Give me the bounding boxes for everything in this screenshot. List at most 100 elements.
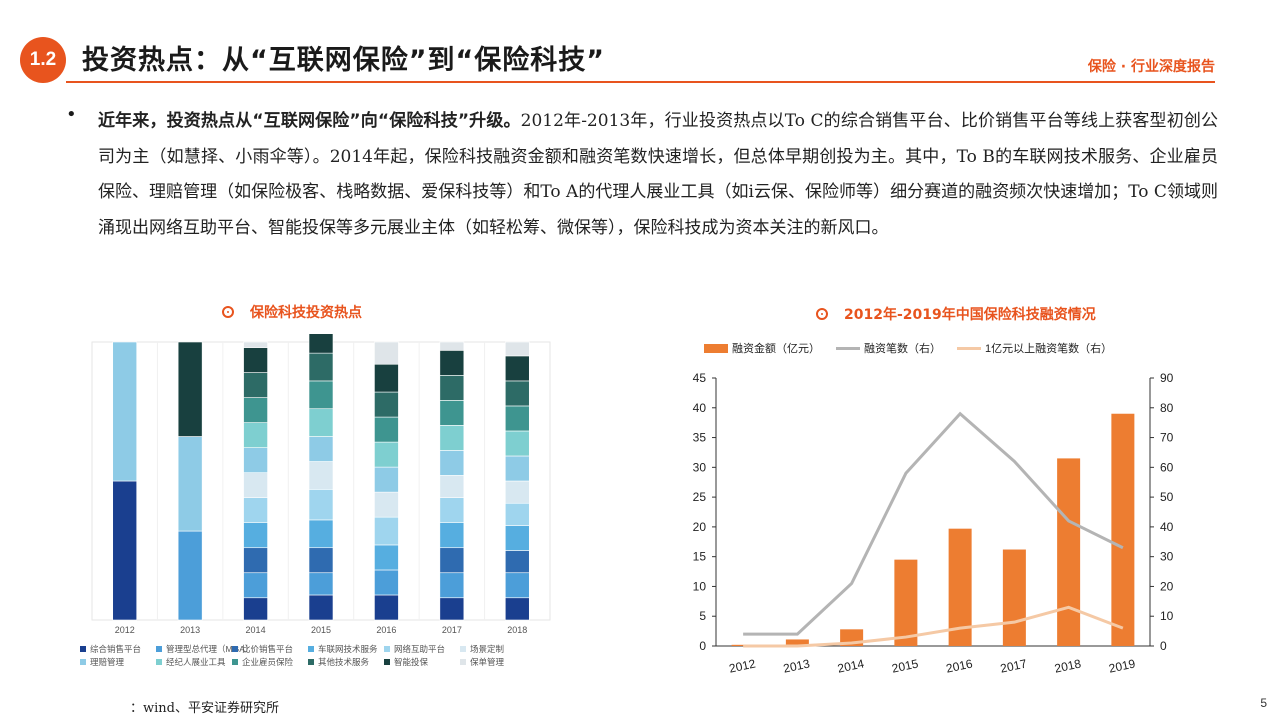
x-tick-label: 2016 — [945, 656, 974, 675]
left-y-tick-label: 45 — [693, 371, 707, 385]
legend-swatch — [384, 646, 390, 652]
series-line — [743, 411, 1124, 636]
bar-segment — [374, 363, 399, 393]
series-line — [743, 605, 1124, 648]
bar-segment — [439, 572, 465, 599]
left-chart-title-text: 保险科技投资热点 — [250, 305, 362, 321]
bar-segment — [439, 375, 465, 401]
right-y-tick-label: 80 — [1160, 401, 1174, 415]
bar-segment — [308, 461, 334, 490]
legend-swatch — [308, 659, 314, 665]
bar-segment — [374, 341, 399, 365]
bar-segment — [308, 334, 334, 354]
bar-segment — [439, 597, 465, 621]
right-y-tick-label: 90 — [1160, 371, 1174, 385]
x-tick-label: 2015 — [891, 656, 920, 675]
right-y-tick-label: 40 — [1160, 520, 1174, 534]
x-tick-label: 2013 — [782, 656, 811, 675]
left-y-tick-label: 10 — [693, 579, 707, 593]
x-tick-label: 2019 — [1108, 656, 1137, 675]
bar-segment — [504, 597, 530, 621]
right-chart-title: 2012年-2019年中国保险科技融资情况 — [816, 304, 1096, 324]
left-chart-title: 保险科技投资热点 — [222, 302, 362, 322]
bar-segment — [439, 425, 465, 451]
left-y-tick-label: 30 — [693, 460, 707, 474]
bar-segment — [243, 472, 268, 498]
right-y-tick-label: 70 — [1160, 431, 1174, 445]
bar-segment — [439, 341, 465, 351]
bar-segment — [439, 497, 465, 523]
x-tick-label: 2012 — [728, 656, 757, 675]
x-tick-label: 2017 — [442, 625, 462, 635]
summary-bold: 近年来，投资热点从“互联网保险”向“保险科技”升级。 — [98, 111, 521, 131]
summary-paragraph: 近年来，投资热点从“互联网保险”向“保险科技”升级。2012年-2013年，行业… — [98, 104, 1218, 246]
bar-segment — [504, 341, 530, 357]
legend-label: 智能投保 — [394, 657, 429, 667]
legend-swatch — [704, 344, 728, 353]
right-y-tick-label: 20 — [1160, 579, 1174, 593]
bar-segment — [374, 544, 399, 571]
left-y-tick-label: 15 — [693, 550, 707, 564]
legend-label: 比价销售平台 — [242, 644, 293, 654]
bar-segment — [439, 475, 465, 498]
legend-swatch — [232, 646, 238, 652]
bar — [1111, 413, 1135, 646]
right-chart-title-text: 2012年-2019年中国保险科技融资情况 — [844, 307, 1096, 323]
bar-segment — [308, 380, 334, 410]
x-tick-label: 2014 — [836, 656, 865, 675]
x-tick-label: 2018 — [507, 625, 527, 635]
bar-segment — [504, 480, 530, 504]
x-tick-label: 2014 — [246, 625, 266, 635]
right-y-tick-label: 10 — [1160, 609, 1174, 623]
legend-swatch — [460, 646, 466, 652]
legend-swatch — [460, 659, 466, 665]
report-label: 保险 · 行业深度报告 — [1087, 59, 1215, 75]
section-badge: 1.2 — [20, 37, 66, 83]
bar — [894, 559, 918, 646]
legend-label: 融资笔数（右） — [864, 341, 941, 355]
x-tick-label: 2018 — [1053, 656, 1082, 675]
bar-segment — [504, 380, 530, 407]
bar-segment — [504, 405, 530, 432]
bar-segment — [243, 597, 268, 621]
bar — [1002, 549, 1026, 646]
bar-segment — [308, 594, 334, 621]
bar-segment — [243, 447, 268, 473]
x-tick-label: 2016 — [376, 625, 396, 635]
bar-segment — [504, 572, 530, 599]
legend-label: 车联网技术服务 — [318, 644, 378, 654]
bar-segment — [243, 572, 268, 599]
legend-swatch — [232, 659, 238, 665]
legend-swatch — [80, 646, 86, 652]
bar-segment — [243, 397, 268, 423]
bar-segment — [243, 497, 268, 523]
bar-segment — [177, 530, 203, 621]
page-title: 投资热点：从“互联网保险”到“保险科技” — [82, 45, 605, 76]
left-y-tick-label: 25 — [693, 490, 707, 504]
x-tick-label: 2012 — [115, 625, 135, 635]
bar-segment — [374, 516, 399, 546]
x-tick-label: 2015 — [311, 625, 331, 635]
bar-segment — [308, 408, 334, 437]
legend-label: 场景定制 — [470, 644, 504, 654]
legend-label: 综合销售平台 — [90, 644, 141, 654]
target-icon — [816, 308, 828, 320]
bar-segment — [243, 522, 268, 549]
bar-segment — [504, 525, 530, 551]
bar-segment — [439, 547, 465, 574]
bar — [948, 528, 972, 646]
right-y-tick-label: 60 — [1160, 460, 1174, 474]
left-y-tick-label: 20 — [693, 520, 707, 534]
legend-swatch — [156, 659, 162, 665]
legend-label: 1亿元以上融资笔数（右） — [985, 341, 1112, 355]
bar-segment — [177, 341, 203, 437]
left-y-tick-label: 5 — [699, 609, 706, 623]
bar-segment — [504, 550, 530, 574]
bar-segment — [504, 502, 530, 526]
bar-segment — [374, 441, 399, 468]
bar-segment — [439, 522, 465, 549]
bar-segment — [374, 594, 399, 621]
left-y-tick-label: 0 — [699, 639, 706, 653]
bullet-dot: • — [66, 104, 77, 125]
right-y-tick-label: 0 — [1160, 639, 1167, 653]
